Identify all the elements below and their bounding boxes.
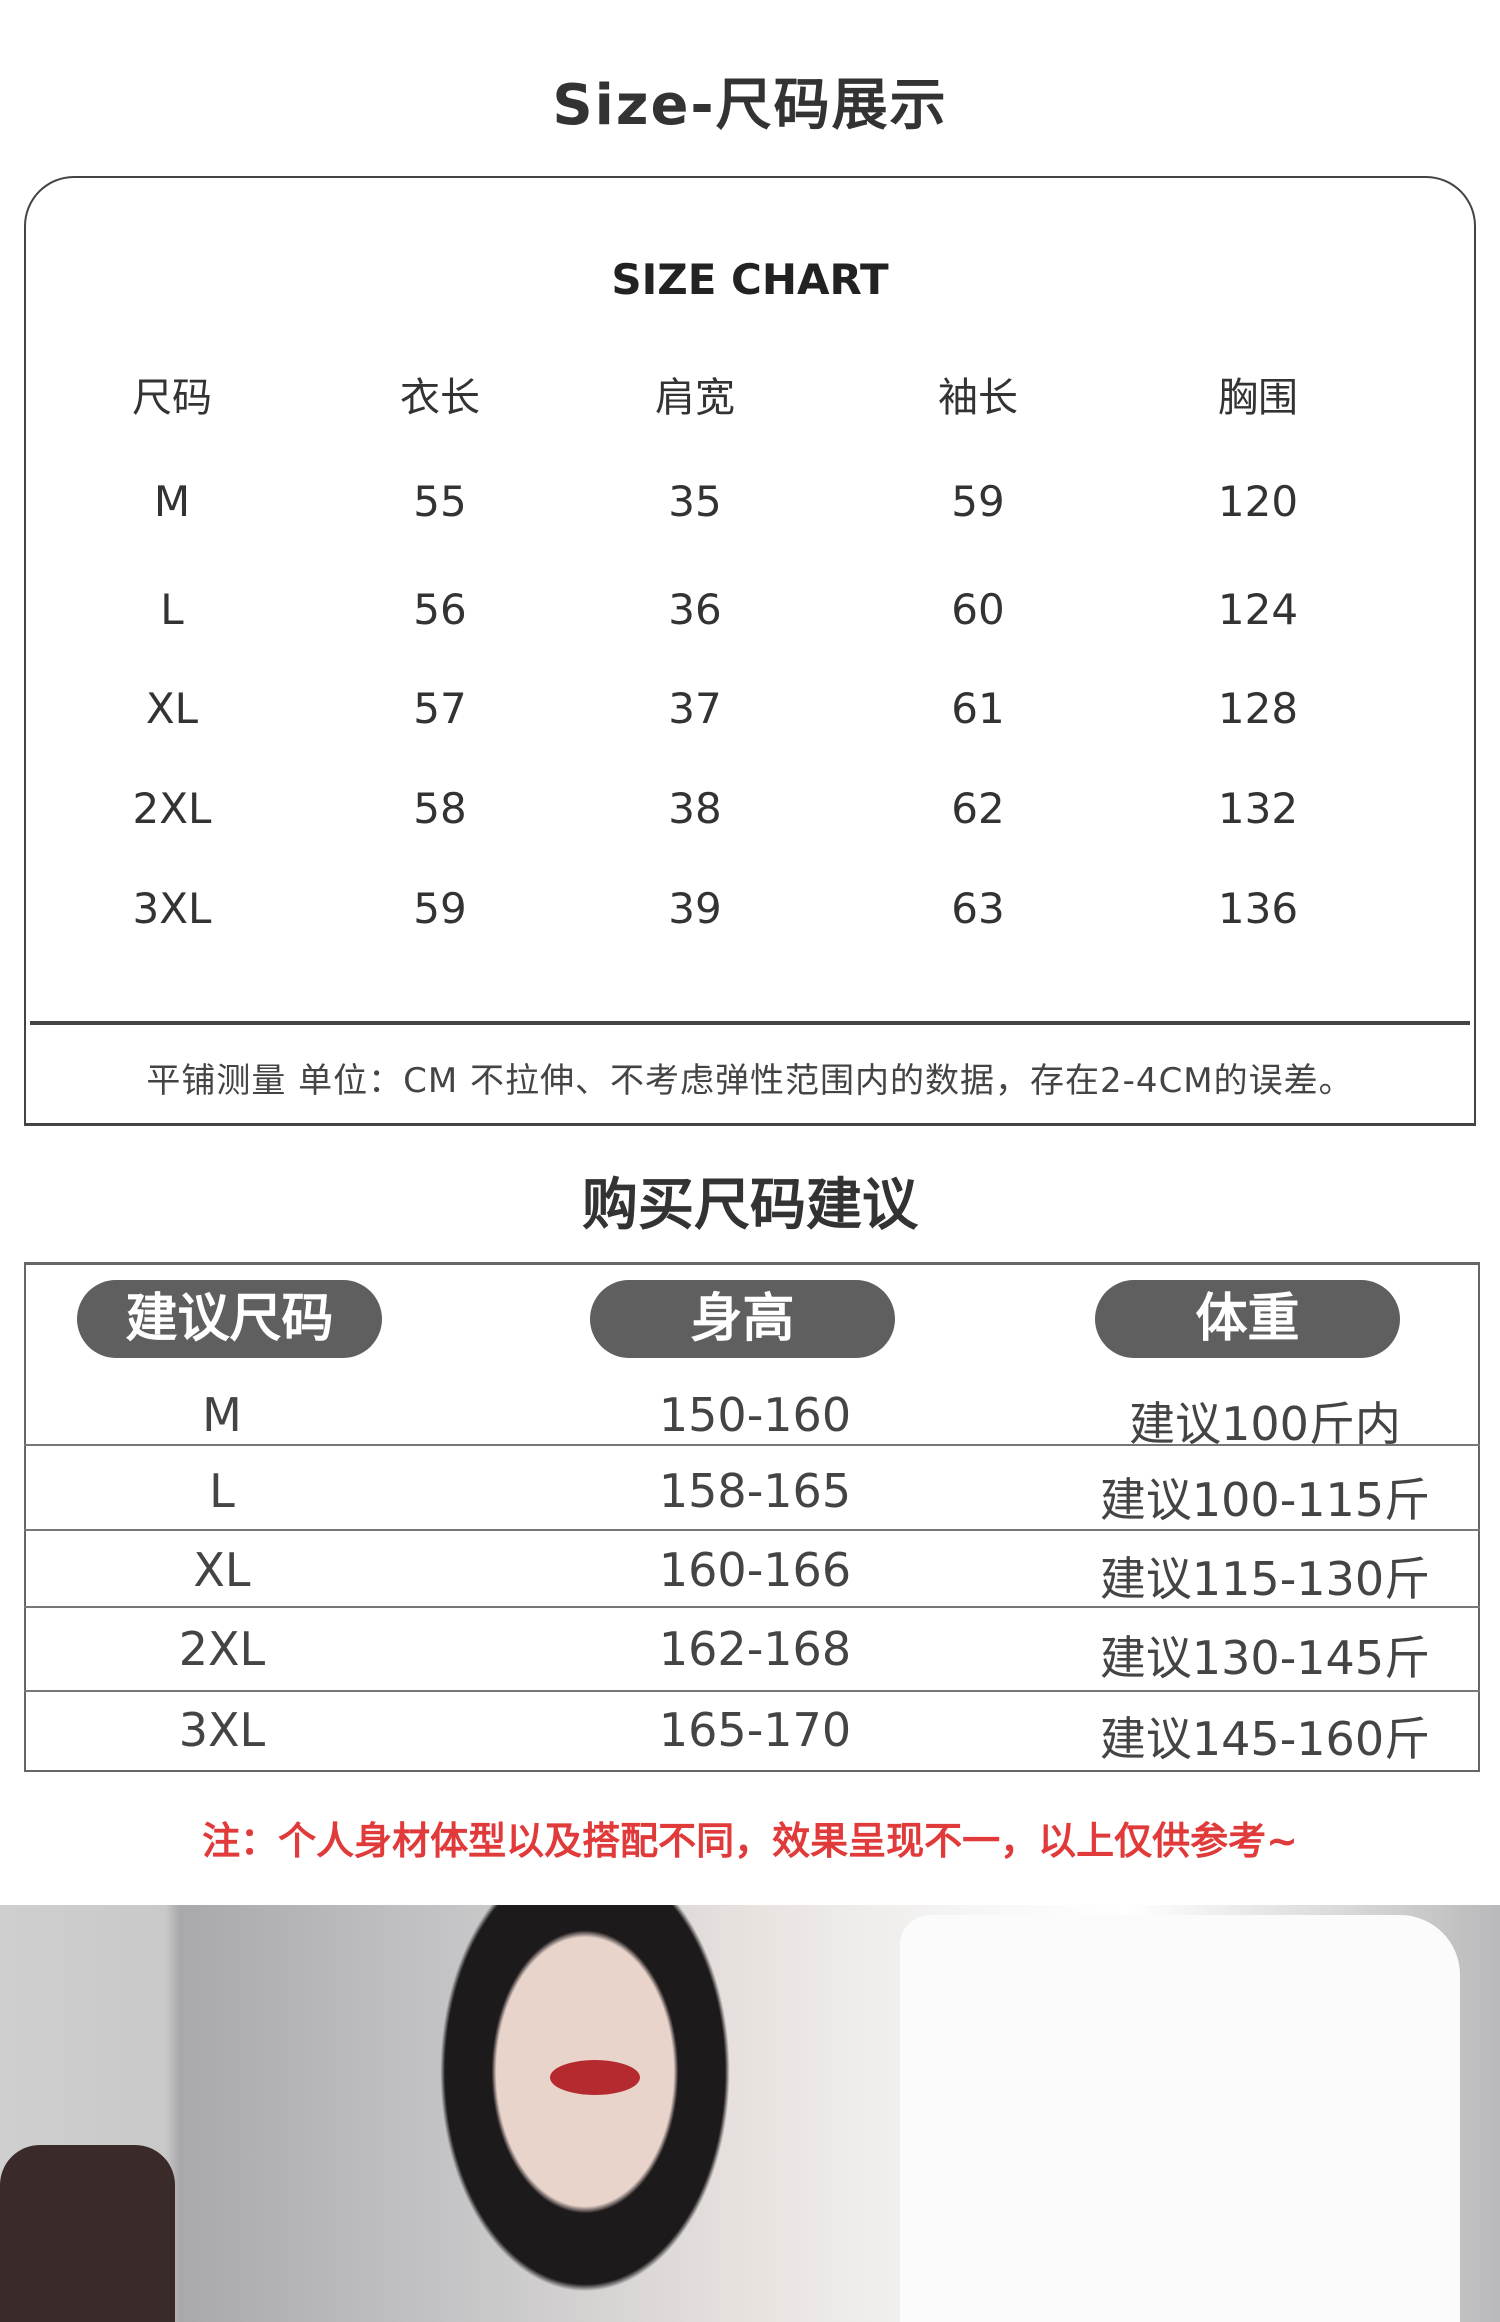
recommendation-cell: XL: [193, 1543, 251, 1597]
row-divider: [24, 1690, 1480, 1692]
recommendation-header: 体重: [1095, 1280, 1400, 1358]
size-chart-cell: 132: [1217, 784, 1299, 833]
size-chart-cell: L: [160, 585, 184, 634]
size-chart-header: 胸围: [1218, 375, 1298, 421]
recommendation-cell: 165-170: [658, 1703, 852, 1757]
size-chart-cell: 59: [951, 477, 1005, 526]
recommendation-cell: L: [209, 1464, 235, 1518]
size-chart-cell: 57: [413, 684, 467, 733]
lips: [550, 2060, 640, 2095]
recommendation-cell: 150-160: [658, 1388, 852, 1442]
size-chart-cell: 61: [951, 684, 1005, 733]
size-chart-cell: 58: [413, 784, 467, 833]
size-chart-cell: 60: [951, 585, 1005, 634]
recommendation-title: 购买尺码建议: [582, 1173, 918, 1238]
size-chart-header: 尺码: [132, 375, 212, 421]
recommendation-cell: 建议100-115斤: [1099, 1473, 1431, 1527]
size-chart-cell: 120: [1217, 477, 1299, 526]
size-chart-box: [24, 176, 1476, 1126]
size-chart-header: 袖长: [938, 375, 1018, 421]
recommendation-cell: 158-165: [658, 1464, 852, 1518]
size-chart-header: 衣长: [400, 375, 480, 421]
recommendation-cell: 建议130-145斤: [1099, 1631, 1431, 1685]
model-photo: [0, 1905, 1500, 2322]
size-chart-title: SIZE CHART: [611, 255, 889, 304]
size-chart-cell: 36: [668, 585, 722, 634]
size-chart-cell: 63: [951, 884, 1005, 933]
recommendation-header: 身高: [590, 1280, 895, 1358]
recommendation-cell: 162-168: [658, 1622, 852, 1676]
recommendation-cell: 2XL: [178, 1622, 266, 1676]
size-display-title: Size-尺码展示: [552, 73, 948, 138]
row-divider: [24, 1606, 1480, 1608]
size-chart-cell: 55: [413, 477, 467, 526]
recommendation-cell: 建议115-130斤: [1099, 1552, 1431, 1606]
disclaimer-note: 注：个人身材体型以及搭配不同，效果呈现不一，以上仅供参考~: [202, 1819, 1298, 1863]
size-chart-cell: 3XL: [132, 884, 212, 933]
size-chart-cell: 136: [1217, 884, 1299, 933]
divider: [30, 1021, 1470, 1025]
recommendation-cell: 3XL: [178, 1703, 266, 1757]
size-chart-cell: M: [153, 477, 191, 526]
size-chart-cell: 62: [951, 784, 1005, 833]
recommendation-cell: 建议100斤内: [1129, 1397, 1401, 1451]
measurement-note: 平铺测量 单位：CM 不拉伸、不考虑弹性范围内的数据，存在2-4CM的误差。: [146, 1061, 1354, 1101]
recommendation-cell: M: [202, 1388, 242, 1442]
size-chart-cell: 128: [1217, 684, 1299, 733]
size-chart-cell: 56: [413, 585, 467, 634]
recommendation-table: [24, 1262, 1480, 1772]
size-chart-cell: 59: [413, 884, 467, 933]
recommendation-header: 建议尺码: [77, 1280, 382, 1358]
size-chart-header: 肩宽: [655, 375, 735, 421]
row-divider: [24, 1444, 1480, 1446]
size-chart-cell: 39: [668, 884, 722, 933]
size-chart-cell: XL: [145, 684, 199, 733]
size-chart-cell: 124: [1217, 585, 1299, 634]
white-shirt: [900, 1915, 1460, 2322]
recommendation-cell: 建议145-160斤: [1099, 1712, 1431, 1766]
size-chart-cell: 2XL: [132, 784, 212, 833]
size-chart-cell: 35: [668, 477, 722, 526]
size-chart-cell: 38: [668, 784, 722, 833]
recommendation-cell: 160-166: [658, 1543, 852, 1597]
handbag: [0, 2145, 175, 2322]
row-divider: [24, 1529, 1480, 1531]
size-chart-cell: 37: [668, 684, 722, 733]
hair: [420, 1905, 750, 2322]
